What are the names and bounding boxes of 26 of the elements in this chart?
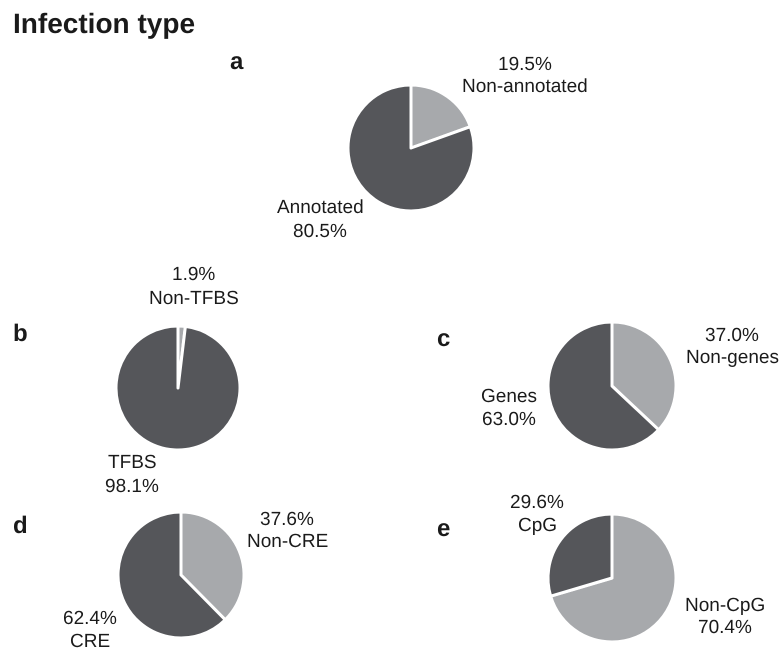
slice-label: Non-annotated (462, 76, 588, 97)
slice-label: Non-CRE (247, 531, 328, 552)
data-label: 1.9% (172, 264, 216, 285)
slice-label: CpG (518, 515, 558, 536)
data-label: 98.1% (105, 476, 159, 497)
data-label: 37.0% (705, 325, 759, 346)
data-label: 80.5% (293, 221, 347, 242)
data-label: 37.6% (260, 509, 314, 530)
data-label: 63.0% (482, 409, 536, 430)
slice-label: Annotated (277, 197, 364, 218)
text: Infection type (13, 8, 196, 39)
slice-label: Genes (481, 386, 537, 407)
data-label: 29.6% (510, 492, 564, 513)
slice-label: TFBS (108, 452, 157, 473)
data-label: 19.5% (498, 54, 552, 75)
text: b (13, 320, 28, 347)
data-label: 70.4% (698, 617, 752, 638)
slice-label: Non-genes (686, 347, 779, 368)
data-label: 62.4% (63, 608, 117, 629)
slice-label: CRE (70, 631, 110, 652)
chart-title: d (13, 512, 28, 539)
chart-title: a (230, 48, 244, 75)
chart-title: c (437, 325, 450, 352)
slice-label: Non-TFBS (149, 288, 239, 309)
slice-label: Non-CpG (685, 595, 766, 616)
text: e (437, 515, 450, 542)
